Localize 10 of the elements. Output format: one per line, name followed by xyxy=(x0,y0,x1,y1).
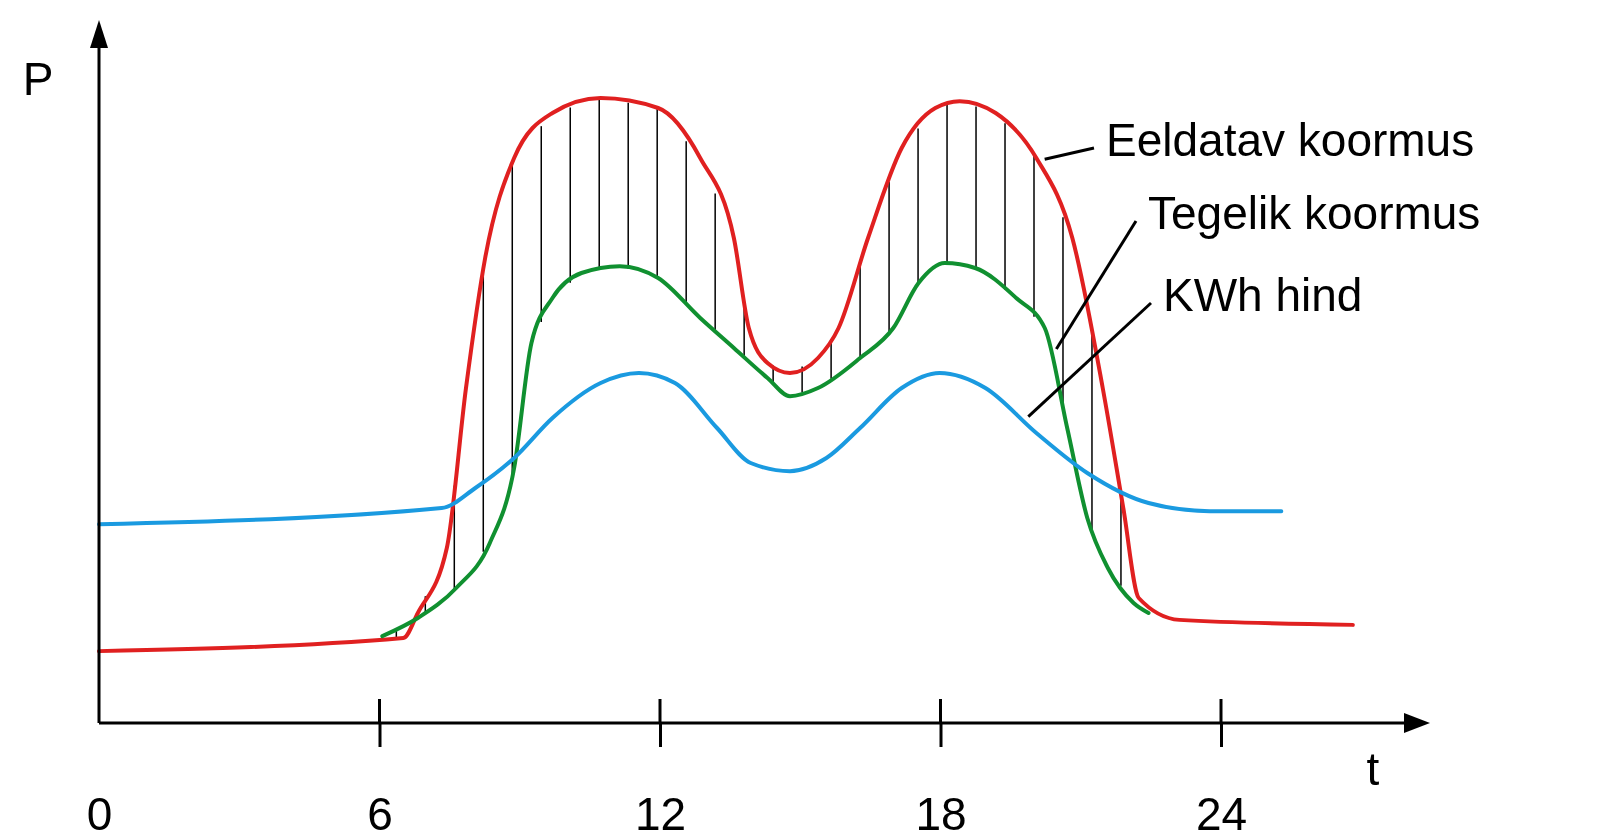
text: Tegelik koormus xyxy=(1148,187,1481,239)
x-tick-label: 24 xyxy=(1195,787,1248,839)
x-axis-title: t xyxy=(1366,743,1380,795)
text: KWh hind xyxy=(1163,269,1363,321)
x-tick-label: 12 xyxy=(634,787,687,839)
x-tick-label: 18 xyxy=(915,787,967,839)
x-tick-label: 0 xyxy=(86,787,113,839)
series-label: Eeldatav koormus xyxy=(1106,114,1475,166)
y-axis-title: P xyxy=(22,53,54,105)
x-tick-label: 6 xyxy=(367,787,393,839)
